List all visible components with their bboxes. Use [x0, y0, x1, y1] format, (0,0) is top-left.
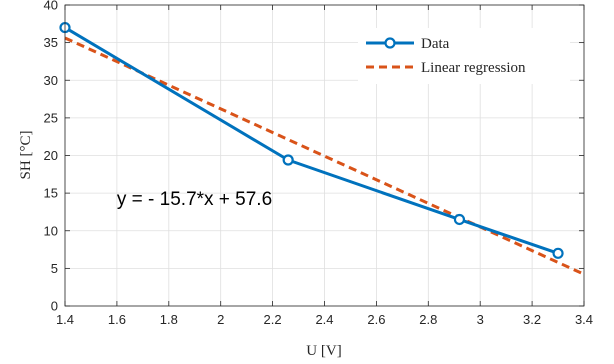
x-tick-label: 3: [477, 312, 484, 327]
y-tick-label: 15: [44, 186, 58, 201]
series-group: [59, 21, 585, 276]
x-tick-label: 2.6: [367, 312, 385, 327]
x-tick-label: 3.2: [523, 312, 541, 327]
x-tick-label: 1.4: [56, 312, 74, 327]
y-tick-label: 35: [44, 35, 58, 50]
x-tick-label: 2: [217, 312, 224, 327]
x-tick-label: 3.4: [575, 312, 593, 327]
legend-label-data: Data: [421, 36, 450, 52]
legend-marker-data: [384, 37, 396, 49]
x-tick-label: 2.8: [419, 312, 437, 327]
y-tick-label: 5: [51, 261, 58, 276]
y-tick-label: 40: [44, 0, 58, 13]
y-tick-label: 10: [44, 223, 58, 238]
y-axis-label: SH [°C]: [18, 131, 34, 180]
legend-box: [358, 28, 570, 84]
x-axis-label: U [V]: [306, 343, 341, 359]
series-line-data: [64, 26, 559, 255]
y-tick-label: 0: [51, 299, 58, 314]
y-tick-label: 30: [44, 73, 58, 88]
x-tick-label: 1.6: [108, 312, 126, 327]
ticks: 1.4 1.6 1.8 2 2.2 2.4 2.6 2.8 3 3.2 3.4 0 5 10 15 20 25 3…: [44, 0, 594, 327]
x-tick-label: 1.8: [160, 312, 178, 327]
legend: Data Linear regression: [358, 28, 570, 84]
legend-label-regression: Linear regression: [421, 60, 526, 76]
regression-equation: y = - 15.7*x + 57.6: [117, 189, 272, 210]
y-tick-label: 20: [44, 148, 58, 163]
data-point: [453, 213, 466, 226]
x-tick-label: 2.4: [315, 312, 333, 327]
data-point: [282, 154, 294, 166]
data-point: [552, 247, 564, 259]
x-tick-label: 2.2: [264, 312, 282, 327]
y-tick-label: 25: [44, 110, 58, 125]
